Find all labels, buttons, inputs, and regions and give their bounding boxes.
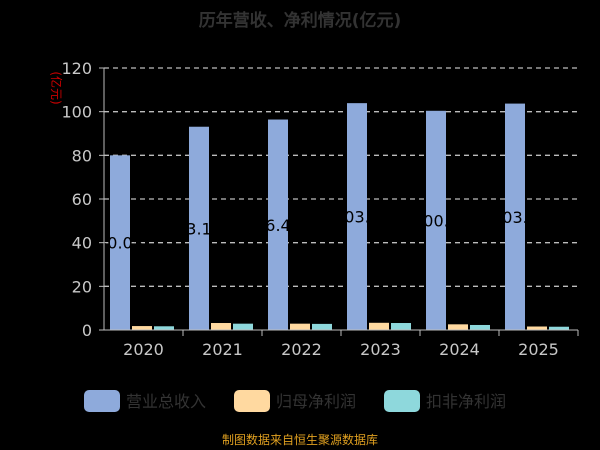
legend-label: 营业总收入 xyxy=(126,392,206,411)
bar-2022-1 xyxy=(268,119,288,330)
gridlines xyxy=(104,67,578,287)
x-tick-label: 2021 xyxy=(202,340,243,359)
y-tick-label: 20 xyxy=(72,277,92,296)
bar-data-label: 103.7 xyxy=(492,208,538,227)
bar-2023-3 xyxy=(391,323,411,330)
bar-2024-2 xyxy=(448,324,468,330)
bar-2024-1 xyxy=(426,110,446,330)
x-tick-label: 2022 xyxy=(281,340,322,359)
x-tick-label: 2025 xyxy=(518,340,559,359)
bar-data-label: 96.41 xyxy=(255,216,301,235)
bar-2022-3 xyxy=(312,323,332,330)
y-tick-label: 100 xyxy=(61,103,92,122)
bar-data-label: 103.9 xyxy=(334,208,380,227)
axes: 0 20 40 60 80 100 120 2020 2021 2022 2023 2024 2025 xyxy=(61,59,579,359)
bar-2023-2 xyxy=(369,322,389,330)
bar-data-label: 93.15 xyxy=(176,219,222,238)
y-tick-label: 40 xyxy=(72,234,92,253)
bar-data-label: 100.4 xyxy=(413,211,459,230)
legend-swatch xyxy=(234,390,270,412)
legend-swatch xyxy=(384,390,420,412)
y-tick-label: 80 xyxy=(72,146,92,165)
chart-title: 历年营收、净利情况(亿元) xyxy=(199,10,402,31)
bar-2023-1 xyxy=(347,103,367,330)
bar-2025-1 xyxy=(505,103,525,330)
bar-2021-3 xyxy=(233,323,253,330)
y-axis-label: (亿元) xyxy=(49,71,64,104)
legend-label: 扣非净利润 xyxy=(426,392,506,411)
source-note: 制图数据来自恒生聚源数据库 xyxy=(222,432,378,447)
bar-2020-1 xyxy=(110,155,130,330)
bar-2020-2 xyxy=(132,326,152,330)
legend-label: 归母净利润 xyxy=(276,392,356,411)
x-tick-label: 2020 xyxy=(123,340,164,359)
y-tick-label: 0 xyxy=(82,321,92,340)
bar-2025-3 xyxy=(549,326,569,330)
bar-2024-3 xyxy=(470,324,490,330)
bar-2020-3 xyxy=(154,326,174,330)
bar-2021-2 xyxy=(211,323,231,330)
y-tick-label: 60 xyxy=(72,190,92,209)
x-tick-label: 2024 xyxy=(439,340,480,359)
bar-data-label: 80.05 xyxy=(97,234,143,253)
bars xyxy=(110,103,569,331)
y-tick-label: 120 xyxy=(61,59,92,78)
legend: 营业总收入 归母净利润 扣非净利润 xyxy=(84,390,506,412)
x-tick-label: 2023 xyxy=(360,340,401,359)
bar-2021-1 xyxy=(189,126,209,331)
legend-swatch xyxy=(84,390,120,412)
bar-2025-2 xyxy=(527,326,547,330)
bar-2022-2 xyxy=(290,323,310,330)
bar-data-labels: 80.05 93.15 96.41 103.9 100.4 103.7 xyxy=(97,208,538,253)
